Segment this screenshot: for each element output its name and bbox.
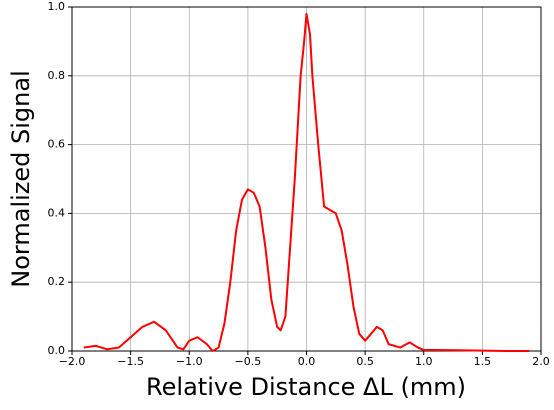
- y-tick-label: 0.2: [48, 275, 66, 288]
- x-tick-label: 2.0: [532, 355, 550, 368]
- y-tick-label: 0.6: [48, 138, 66, 151]
- x-tick-label: −1.0: [176, 355, 203, 368]
- x-tick-label: 1.5: [474, 355, 492, 368]
- x-tick-label: −1.5: [117, 355, 144, 368]
- y-axis-label: Normalized Signal: [7, 70, 35, 287]
- plot-frame: [71, 6, 542, 352]
- y-tick-label: 0.4: [48, 206, 66, 219]
- x-tick-label: 0.5: [356, 355, 374, 368]
- y-tick-label: 0.8: [48, 69, 66, 82]
- data-line: [83, 12, 530, 352]
- y-tick-label: 0.0: [48, 344, 66, 357]
- x-tick-label: 1.0: [415, 355, 433, 368]
- x-tick-label: −0.5: [235, 355, 262, 368]
- x-axis-label: Relative Distance ΔL (mm): [146, 373, 466, 401]
- x-tick-label: −2.0: [59, 355, 86, 368]
- y-tick-label: 1.0: [48, 0, 66, 13]
- x-tick-label: 0.0: [298, 355, 316, 368]
